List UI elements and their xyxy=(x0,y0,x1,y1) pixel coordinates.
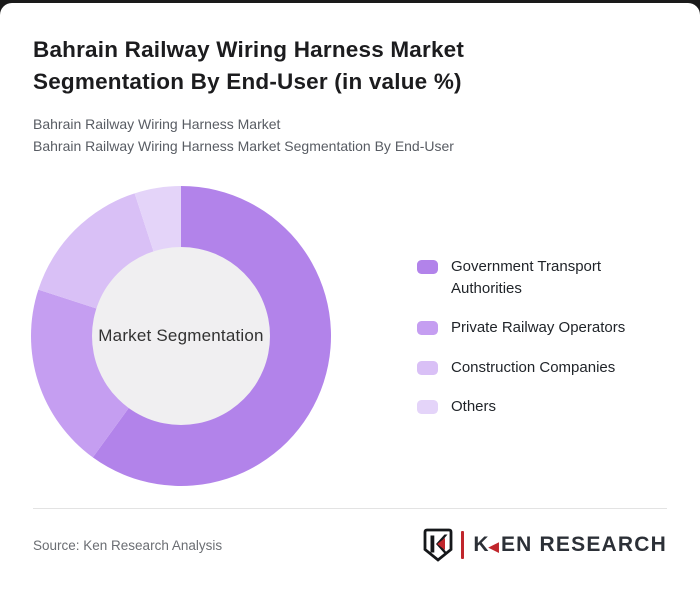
legend-swatch xyxy=(417,321,438,335)
legend-label: Others xyxy=(451,398,497,415)
donut-center-label: Market Segmentation xyxy=(98,326,264,345)
legend-swatch xyxy=(417,360,438,375)
brand-wordmark: K ◀ EN RESEARCH xyxy=(473,533,667,557)
legend-label: Private Railway Operators xyxy=(451,319,626,336)
legend-swatch xyxy=(417,400,438,414)
source-note: Source: Ken Research Analysis xyxy=(33,537,223,553)
logo-separator xyxy=(461,531,465,559)
legend-item: Private Railway Operators xyxy=(417,317,679,339)
chart-card: Bahrain Railway Wiring Harness Market Se… xyxy=(0,3,700,591)
legend-item: Construction Companies xyxy=(417,357,679,379)
legend-label: Construction Companies xyxy=(451,358,616,376)
brand-k: K xyxy=(473,533,490,556)
donut-svg xyxy=(30,186,332,486)
subtitle-line-2: Bahrain Railway Wiring Harness Market Se… xyxy=(33,137,454,154)
ken-research-shield-icon xyxy=(423,528,453,562)
subtitle-block: Bahrain Railway Wiring Harness Market Ba… xyxy=(33,114,667,157)
header: Bahrain Railway Wiring Harness Market Se… xyxy=(0,3,700,157)
legend-item: Others xyxy=(417,396,679,418)
ken-research-logo: K ◀ EN RESEARCH xyxy=(423,528,667,562)
donut-hole xyxy=(92,247,270,425)
footer: Source: Ken Research Analysis K ◀ EN RES… xyxy=(33,525,667,565)
footer-divider xyxy=(33,508,667,509)
chart-title: Bahrain Railway Wiring Harness Market Se… xyxy=(33,37,465,94)
chart-legend: Government Transport Authorities Private… xyxy=(417,256,679,418)
legend-item: Government Transport Authorities xyxy=(417,256,679,299)
subtitle-line-1: Bahrain Railway Wiring Harness Market xyxy=(33,116,281,132)
donut-chart: Market Segmentation xyxy=(26,181,336,491)
brand-rest: EN RESEARCH xyxy=(500,533,667,556)
legend-label: Government Transport Authorities xyxy=(451,258,602,297)
red-arrow-icon: ◀ xyxy=(488,538,500,554)
legend-swatch xyxy=(417,260,438,274)
